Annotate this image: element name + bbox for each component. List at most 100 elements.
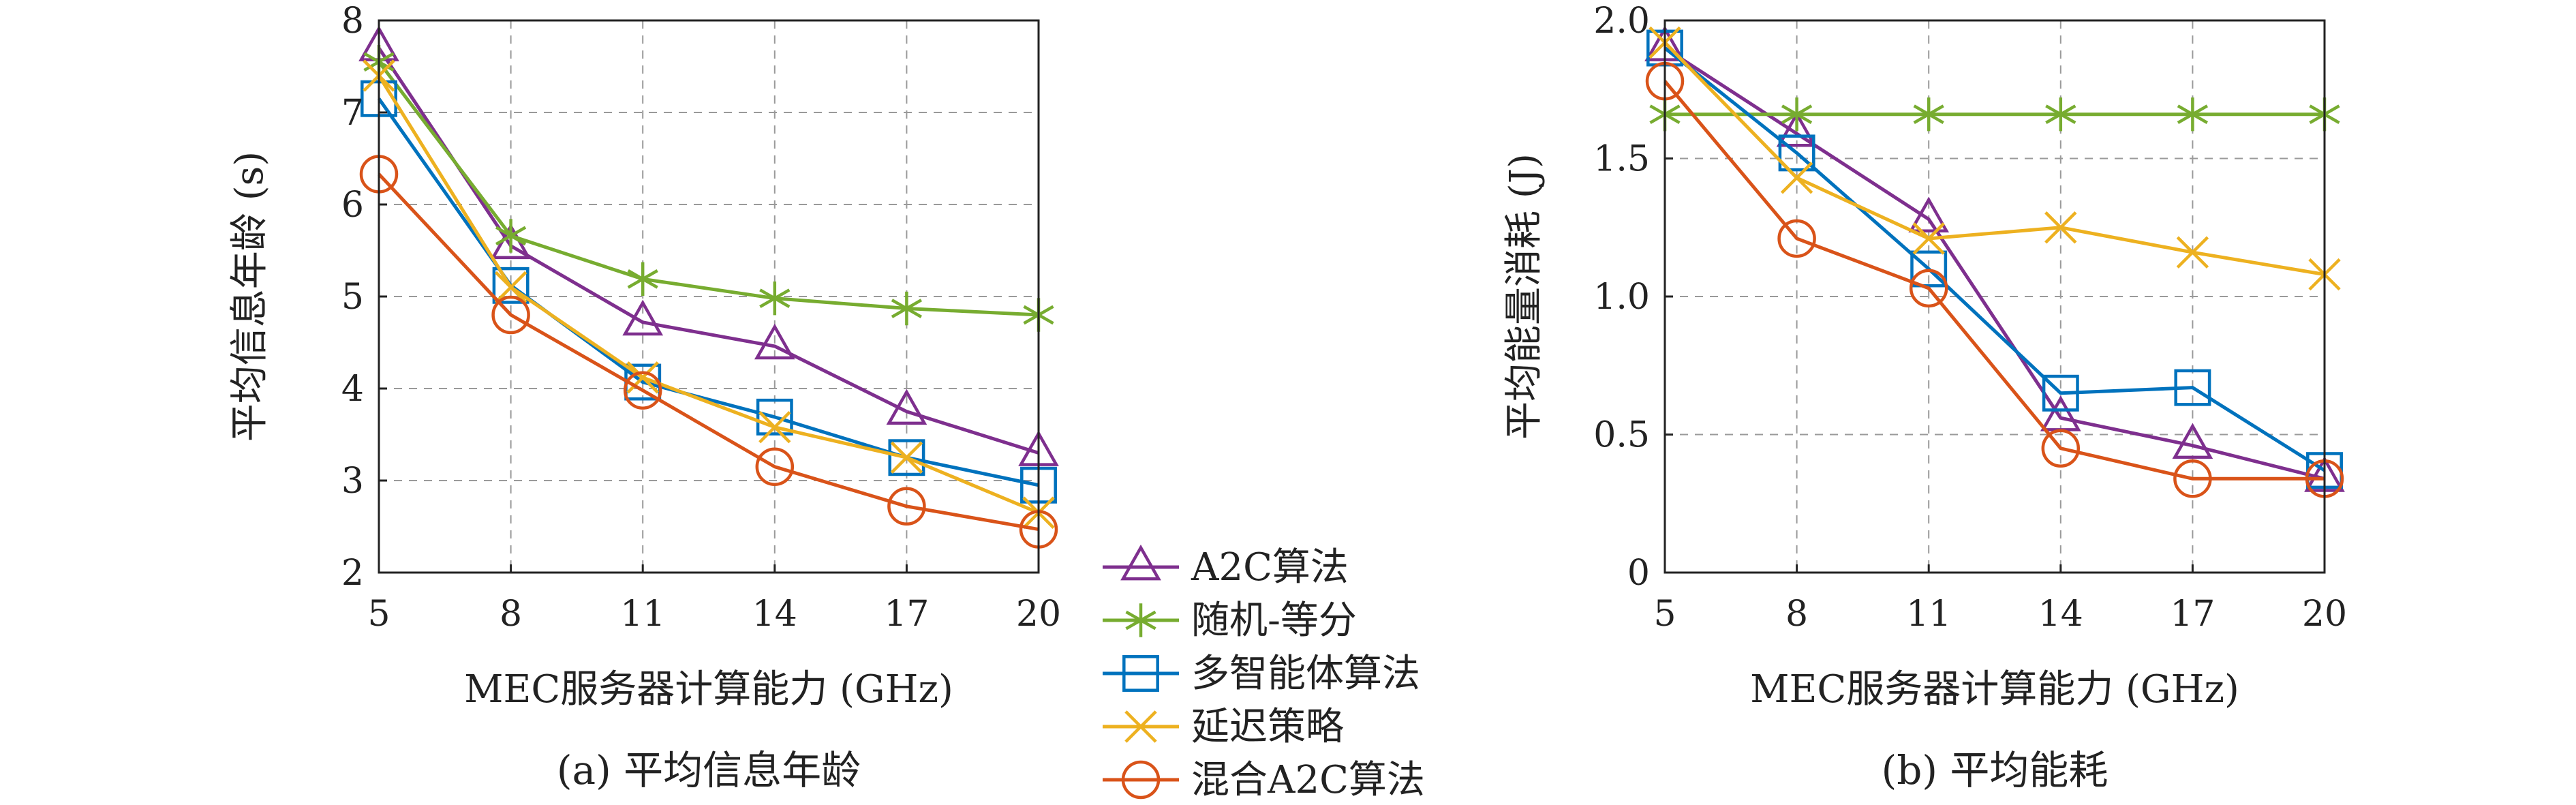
y-tick-label: 2.0 — [1593, 1, 1650, 42]
data-point — [626, 361, 659, 394]
series-line — [377, 74, 1039, 515]
y-tick-label: 3 — [341, 461, 364, 502]
legend-label: 多智能体算法 — [1191, 652, 1420, 696]
data-point — [886, 389, 927, 425]
series-circle — [1645, 61, 2344, 498]
data-point — [622, 299, 664, 336]
panel-b-grid — [1665, 20, 2325, 573]
data-point — [754, 323, 795, 360]
legend-label: 延迟策略 — [1191, 705, 1344, 749]
y-tick-label: 5 — [341, 277, 364, 318]
legend-box — [1093, 533, 1509, 800]
y-tick-label: 1.5 — [1593, 139, 1650, 180]
data-point — [2176, 236, 2209, 269]
x-tick-label: 14 — [2038, 594, 2083, 635]
data-point — [758, 411, 791, 444]
x-tick-label: 8 — [500, 594, 522, 635]
panel-b-ticks: 5 8 11 14 17 20 0 0.5 1.0 1.5 2.0 — [1593, 1, 2347, 635]
data-point — [1910, 250, 1948, 288]
legend-label: 混合A2C算法 — [1191, 758, 1425, 802]
legend-marker — [1121, 760, 1161, 800]
series-line — [1663, 41, 2325, 277]
y-tick-label: 0 — [1627, 553, 1650, 594]
legend-marker — [1124, 710, 1157, 743]
panel-b-ylabel: 平均能量消耗 (J) — [1502, 153, 1546, 440]
data-point — [623, 371, 662, 410]
x-tick-label: 17 — [2170, 594, 2215, 635]
legend-label: A2C算法 — [1191, 545, 1349, 590]
series-triangle — [1644, 25, 2345, 492]
data-point — [1778, 134, 1815, 172]
data-point — [2177, 97, 2209, 132]
x-tick-label: 11 — [1906, 594, 1951, 635]
data-point — [756, 398, 793, 436]
series-line — [1663, 46, 2325, 481]
data-point — [890, 441, 923, 474]
data-point — [2173, 459, 2212, 498]
panel-b-caption: (b) 平均能耗 — [1882, 747, 2109, 793]
panel-b-series — [1644, 25, 2345, 498]
y-tick-label: 7 — [341, 93, 364, 134]
data-point — [494, 271, 527, 304]
data-point — [2042, 374, 2079, 412]
data-point — [1780, 162, 1813, 194]
x-tick-label: 20 — [1016, 594, 1061, 635]
legend-item: 多智能体算法 — [1103, 652, 1420, 696]
panel-a-series — [358, 25, 1059, 549]
series-asterisk — [1649, 97, 2340, 132]
legend-item: 随机-等分 — [1103, 598, 1357, 643]
data-point — [755, 447, 795, 486]
x-tick-label: 14 — [752, 594, 797, 635]
data-point — [2045, 97, 2076, 132]
series-line — [1663, 80, 2325, 481]
data-point — [627, 262, 658, 297]
y-tick-label: 0.5 — [1593, 415, 1650, 456]
data-point — [759, 282, 791, 316]
data-point — [491, 295, 530, 335]
panel-a-caption: (a) 平均信息年龄 — [557, 747, 861, 793]
legend-label: 随机-等分 — [1191, 598, 1357, 643]
panel-b-xlabel: MEC服务器计算能力 (GHz) — [1750, 667, 2239, 712]
y-tick-label: 6 — [341, 185, 364, 226]
data-point — [495, 219, 527, 253]
data-point — [1913, 97, 1944, 132]
panel-a-xlabel: MEC服务器计算能力 (GHz) — [464, 667, 953, 712]
legend-marker — [1120, 544, 1161, 581]
series-line — [377, 47, 1039, 455]
panel-a-ylabel: 平均信息年龄 (s) — [228, 151, 272, 442]
data-point — [891, 291, 923, 326]
series-x — [363, 59, 1055, 529]
data-point — [1781, 97, 1813, 132]
data-point — [1912, 222, 1945, 255]
series-x — [1649, 26, 2341, 291]
data-point — [1777, 219, 1816, 258]
data-point — [1776, 110, 1818, 147]
data-point — [888, 439, 925, 476]
series-asterisk — [363, 45, 1054, 332]
legend-item: 延迟策略 — [1103, 705, 1344, 749]
x-tick-label: 11 — [620, 594, 665, 635]
series-square — [361, 80, 1057, 504]
series-line — [378, 172, 1039, 532]
y-tick-label: 8 — [341, 1, 364, 42]
data-point — [2041, 429, 2081, 468]
x-tick-label: 8 — [1785, 594, 1808, 635]
x-tick-label: 20 — [2302, 594, 2347, 635]
legend-item: 混合A2C算法 — [1103, 758, 1425, 802]
y-tick-label: 4 — [341, 369, 364, 410]
data-point — [2172, 423, 2213, 459]
data-point — [1908, 196, 1950, 233]
data-point — [887, 487, 926, 526]
data-point — [2174, 369, 2211, 406]
data-point — [492, 267, 530, 304]
data-point — [1909, 269, 1948, 308]
x-tick-label: 5 — [1653, 594, 1676, 635]
series-line — [1663, 46, 2326, 472]
panel-a-grid — [379, 20, 1039, 573]
panel-b-average-energy: 5 8 11 14 17 20 0 0.5 1.0 1.5 2.0 MEC服务器计算能力 (GHz)… — [1502, 1, 2347, 793]
